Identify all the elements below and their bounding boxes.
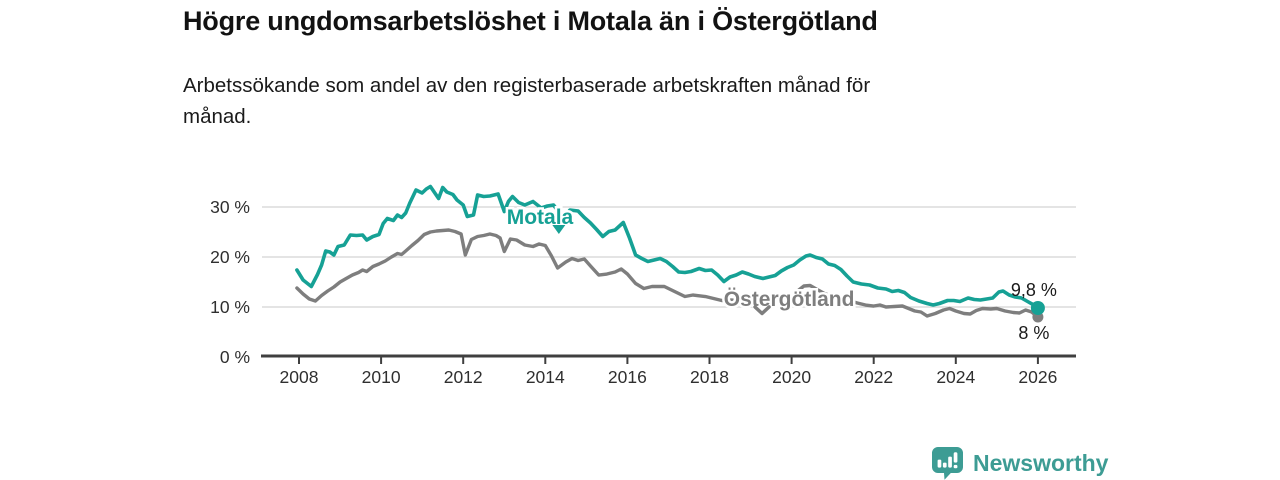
- brand-name: Newsworthy: [973, 449, 1109, 476]
- x-tick-label: 2008: [280, 367, 319, 387]
- motala-label-pointer-icon: [552, 225, 566, 234]
- x-tick-label: 2012: [444, 367, 483, 387]
- end-dot-östergötland: [1032, 311, 1044, 323]
- x-tick-label: 2026: [1018, 367, 1057, 387]
- x-tick-label: 2018: [690, 367, 729, 387]
- end-dot-motala: [1030, 301, 1045, 315]
- y-tick-label: 20 %: [210, 247, 250, 267]
- x-tick-label: 2022: [854, 367, 893, 387]
- series-line-östergötland: [295, 228, 1040, 319]
- newsworthy-speech-bubble-bar-chart-icon: [932, 447, 963, 480]
- chart-subtitle-line2: månad.: [183, 105, 252, 129]
- page-title: Högre ungdomsarbetslöshet i Motala än i …: [183, 6, 878, 36]
- series-label-motala: Motala: [507, 206, 574, 229]
- chart-subtitle: Arbetssökande som andel av den registerb…: [183, 70, 870, 133]
- y-tick-label: 10 %: [210, 297, 250, 317]
- series-line-motala: [295, 184, 1040, 310]
- x-tick-label: 2014: [526, 367, 565, 387]
- östergötland-label-pointer-icon: [753, 305, 771, 316]
- x-tick-label: 2020: [772, 367, 811, 387]
- x-tick-label: 2010: [362, 367, 401, 387]
- series-label-östergötland: Östergötland: [724, 288, 855, 311]
- newsworthy-logo: Newsworthy: [931, 446, 1108, 480]
- y-tick-label: 0 %: [220, 347, 250, 367]
- end-value-label-östergötland: 8 %: [1018, 323, 1049, 343]
- chart-subtitle-line1: Arbetssökande som andel av den registerb…: [183, 74, 871, 97]
- end-value-label-motala: 9,8 %: [1011, 280, 1057, 300]
- x-tick-label: 2016: [608, 367, 647, 387]
- x-tick-label: 2024: [936, 367, 975, 387]
- y-tick-label: 30 %: [210, 197, 250, 217]
